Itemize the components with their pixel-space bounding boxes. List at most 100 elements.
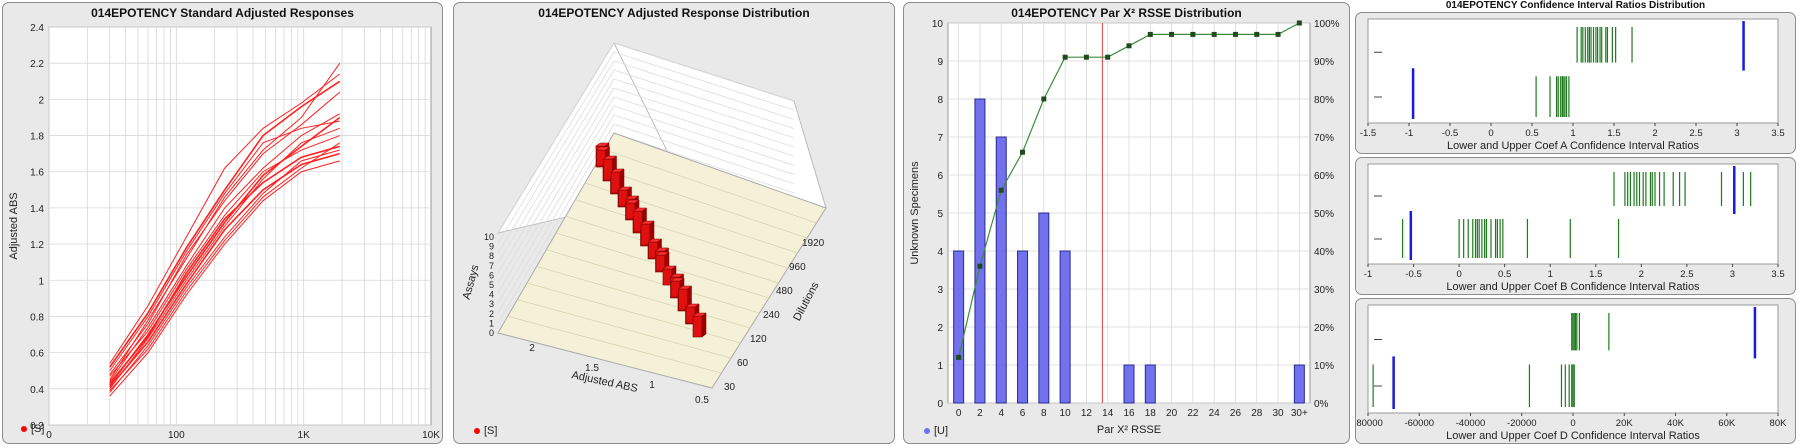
x-tick-label: -80000 [1356, 418, 1383, 429]
bar [1293, 364, 1305, 404]
x-tick-label: 1.5 [1589, 269, 1602, 280]
y-tick-label: 30 [724, 382, 736, 393]
bar [1059, 250, 1071, 404]
z-tick-label: 9 [489, 242, 494, 252]
y-tick-label: 1.6 [30, 168, 44, 179]
cumulative-point [977, 263, 983, 269]
grid-line [613, 87, 795, 148]
cumulative-point [1147, 31, 1153, 37]
cumulative-point [1105, 54, 1111, 60]
y-tick-label: 1.4 [30, 204, 44, 215]
cumulative-point [1083, 54, 1089, 60]
x-tick-label: -1 [1405, 128, 1413, 139]
y-tick-label: 2 [937, 323, 943, 334]
x-tick-label: 1K [298, 430, 311, 441]
legend: [S] [474, 425, 497, 437]
x-tick-label: 60K [1718, 418, 1736, 429]
bar-3d [692, 315, 703, 338]
z-tick-label: 2 [489, 309, 494, 319]
x-tick-label: 0.5 [1525, 128, 1538, 139]
standard-responses-panel: 014EPOTENCY Standard Adjusted Responses … [2, 2, 443, 444]
cumulative-point [1041, 96, 1047, 102]
x-tick-label: -0.5 [1442, 128, 1458, 139]
x-tick-label: 16 [1123, 408, 1135, 419]
y2-tick-label: 50% [1314, 209, 1334, 220]
grid-line [497, 78, 615, 274]
bar-3d-side [701, 312, 707, 338]
y-axis-label: Dilutions [791, 280, 822, 323]
grid-line [613, 123, 795, 185]
z-tick-label: 6 [489, 270, 494, 280]
legend: [S] [21, 423, 44, 435]
series-line [109, 62, 341, 381]
legend-label: [S] [31, 423, 45, 435]
cumulative-point [1169, 31, 1175, 37]
bar [974, 98, 986, 404]
z-tick-label: 1 [489, 318, 494, 328]
y-axis-label: Adjusted ABS [8, 192, 20, 259]
series-line [109, 142, 341, 391]
z-tick-label: 10 [484, 232, 494, 242]
x-tick-label: 2 [977, 408, 983, 419]
chart-title: 014EPOTENCY Standard Adjusted Responses [91, 6, 354, 20]
plot-area [48, 26, 432, 426]
y-tick-label: 7 [937, 133, 943, 144]
coef-a-chart: -1.5 -1 -0.5 0 0.5 1 1.5 2 2.5 3 3.5 Lower and Uppe… [1360, 18, 1785, 152]
x-tick-label: -0.5 [1405, 269, 1421, 280]
x-tick-label: 20K [1616, 418, 1634, 429]
cumulative-point [1275, 31, 1281, 37]
z-tick-label: 8 [489, 251, 494, 261]
legend-dot-icon [474, 428, 480, 434]
x-tick-label: 24 [1209, 408, 1221, 419]
x-tick-label: 12 [1081, 408, 1093, 419]
coef-d-subpanel: -80000 -60000 -40000 -20000 0 20K 40K 60K 80K Low… [1355, 298, 1796, 444]
x-tick-label: 2.5 [1689, 128, 1702, 139]
grid-line [613, 42, 795, 102]
x-tick-label: -40000 [1456, 418, 1486, 429]
response-distribution-panel: 014EPOTENCY Adjusted Response Distributi… [453, 2, 895, 444]
cumulative-point [1232, 31, 1238, 37]
bar [995, 136, 1007, 404]
series-line [109, 160, 340, 397]
x-tick-label: 3 [1734, 128, 1739, 139]
y-tick-label: 4 [937, 247, 943, 258]
grid-line [497, 60, 615, 254]
x-tick-label: 3.5 [1771, 269, 1784, 280]
y2-tick-label: 80% [1314, 95, 1334, 106]
legend: [U] [924, 425, 948, 437]
grid-line [497, 42, 615, 234]
cumulative-point [1211, 31, 1217, 37]
x-tick-label: -1 [1364, 269, 1372, 280]
rsse-distribution-chart: 0123456789100%10%20%30%40%50%60%70%80%90… [909, 19, 1340, 436]
y-tick-label: 5 [937, 209, 943, 220]
x-tick-label: 2.5 [1680, 269, 1693, 280]
cumulative-point [1020, 149, 1026, 155]
x-tick-label: 0 [1570, 418, 1575, 429]
y-tick-label: 1 [38, 276, 44, 287]
floor-grid-line [536, 265, 751, 329]
y-tick-label: 1.2 [30, 240, 44, 251]
floor-grid-line [575, 199, 789, 269]
coef-a-subpanel: -1.5 -1 -0.5 0 0.5 1 1.5 2 2.5 3 3.5 Lower and Uppe… [1355, 12, 1796, 154]
x-tick-label: 2 [1652, 128, 1657, 139]
series-line [109, 145, 340, 384]
grid-line [497, 96, 615, 294]
y-tick-label: 0.6 [30, 349, 44, 360]
y2-tick-label: 90% [1314, 57, 1334, 68]
coef-b-subpanel: -1 -0.5 0 0.5 1 1.5 2 2.5 3 3.5 Lower and Upper Co… [1355, 157, 1796, 295]
series-line [109, 135, 340, 377]
grid-line [497, 114, 615, 314]
series-line [109, 91, 341, 375]
y-tick-label: 9 [937, 57, 943, 68]
x-tick-label: 30+ [1291, 408, 1308, 419]
y-tick-label: 240 [763, 310, 780, 321]
x-tick-label: 0 [956, 408, 962, 419]
grid-line [497, 87, 615, 284]
x-tick-label: -60000 [1404, 418, 1434, 429]
x-tick-label: 14 [1102, 408, 1114, 419]
y-tick-label: 60 [737, 358, 749, 369]
bar [1144, 364, 1156, 404]
x-tick-label: 80K [1770, 418, 1788, 429]
y-tick-label: 1920 [802, 238, 825, 249]
bar [953, 250, 965, 404]
